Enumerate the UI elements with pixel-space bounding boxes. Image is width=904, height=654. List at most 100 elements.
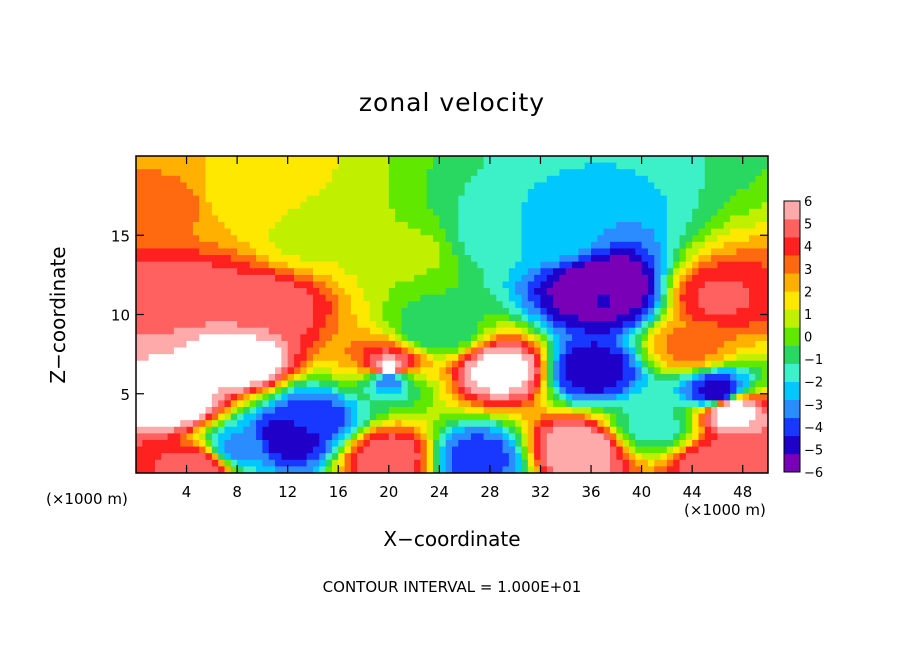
- heatmap-cell: [319, 228, 327, 236]
- heatmap-cell: [186, 426, 194, 434]
- heatmap-cell: [376, 347, 384, 355]
- heatmap-cell: [527, 406, 535, 415]
- heatmap-cell: [452, 182, 459, 190]
- heatmap-cell: [325, 340, 333, 349]
- heatmap-cell: [647, 340, 655, 349]
- heatmap-cell: [723, 413, 731, 421]
- heatmap-cell: [211, 367, 219, 375]
- heatmap-cell: [275, 354, 282, 362]
- heatmap-cell: [142, 222, 150, 230]
- heatmap-cell: [338, 162, 346, 170]
- heatmap-cell: [205, 301, 213, 309]
- heatmap-cell: [578, 301, 586, 309]
- heatmap-cell: [603, 406, 611, 415]
- heatmap-cell: [395, 175, 403, 184]
- heatmap-cell: [218, 393, 226, 401]
- heatmap-cell: [357, 466, 365, 473]
- heatmap-cell: [344, 327, 352, 335]
- heatmap-cell: [445, 307, 453, 316]
- heatmap-cell: [749, 360, 756, 368]
- heatmap-cell: [281, 175, 289, 184]
- heatmap-cell: [369, 261, 377, 269]
- heatmap-cell: [376, 327, 384, 335]
- heatmap-cell: [508, 400, 516, 408]
- heatmap-cell: [287, 235, 295, 243]
- heatmap-cell: [237, 373, 245, 382]
- heatmap-cell: [382, 347, 390, 355]
- heatmap-cell: [388, 195, 396, 203]
- heatmap-cell: [597, 274, 605, 283]
- heatmap-cell: [414, 367, 421, 375]
- heatmap-cell: [306, 202, 314, 210]
- heatmap-cell: [237, 162, 245, 170]
- heatmap-cell: [395, 327, 403, 335]
- heatmap-cell: [452, 195, 459, 203]
- heatmap-cell: [148, 420, 156, 428]
- heatmap-cell: [730, 288, 737, 296]
- heatmap-cell: [338, 307, 346, 316]
- heatmap-cell: [742, 241, 750, 250]
- heatmap-cell: [300, 446, 308, 454]
- heatmap-cell: [262, 393, 270, 401]
- heatmap-cell: [224, 208, 232, 217]
- heatmap-cell: [319, 354, 327, 362]
- heatmap-cell: [477, 400, 485, 408]
- heatmap-cell: [723, 241, 731, 250]
- heatmap-cell: [654, 406, 662, 415]
- heatmap-cell: [647, 268, 655, 276]
- heatmap-cell: [388, 307, 396, 316]
- heatmap-cell: [508, 439, 516, 448]
- heatmap-cell: [167, 228, 175, 236]
- heatmap-cell: [502, 400, 510, 408]
- colorbar-tick-label: 5: [804, 218, 812, 233]
- heatmap-cell: [717, 360, 725, 368]
- heatmap-cell: [553, 321, 561, 329]
- heatmap-cell: [192, 327, 200, 335]
- heatmap-cell: [559, 426, 567, 434]
- heatmap-cell: [603, 466, 611, 473]
- heatmap-cell: [350, 373, 358, 382]
- heatmap-cell: [420, 202, 428, 210]
- heatmap-cell: [565, 439, 573, 448]
- heatmap-cell: [338, 354, 346, 362]
- heatmap-cell: [610, 327, 617, 335]
- heatmap-cell: [749, 387, 756, 395]
- heatmap-cell: [395, 268, 403, 276]
- heatmap-cell: [508, 274, 516, 283]
- heatmap-cell: [717, 195, 725, 203]
- heatmap-cell: [730, 274, 737, 283]
- heatmap-cell: [218, 327, 226, 335]
- heatmap-cell: [711, 215, 719, 223]
- heatmap-cell: [363, 387, 371, 395]
- heatmap-cell: [521, 202, 529, 210]
- heatmap-cell: [452, 294, 459, 302]
- heatmap-cell: [256, 274, 263, 283]
- heatmap-cell: [534, 294, 542, 302]
- heatmap-cell: [275, 380, 282, 388]
- heatmap-cell: [136, 274, 143, 283]
- heatmap-cell: [458, 439, 466, 448]
- heatmap-cell: [502, 327, 510, 335]
- heatmap-cell: [496, 393, 504, 401]
- heatmap-cell: [224, 261, 232, 269]
- heatmap-cell: [192, 255, 200, 263]
- heatmap-cell: [559, 215, 567, 223]
- heatmap-cell: [483, 314, 491, 322]
- heatmap-cell: [616, 195, 624, 203]
- heatmap-cell: [717, 248, 725, 256]
- heatmap-cell: [502, 433, 510, 441]
- heatmap-cell: [749, 274, 756, 283]
- heatmap-cell: [186, 360, 194, 368]
- heatmap-cell: [211, 162, 219, 170]
- heatmap-cell: [148, 222, 156, 230]
- heatmap-cell: [325, 387, 333, 395]
- heatmap-cell: [496, 235, 504, 243]
- heatmap-cell: [161, 261, 169, 269]
- heatmap-cell: [167, 202, 175, 210]
- heatmap-cell: [603, 288, 611, 296]
- heatmap-cell: [445, 288, 453, 296]
- heatmap-cell: [205, 182, 213, 190]
- heatmap-cell: [685, 202, 693, 210]
- heatmap-cell: [470, 288, 478, 296]
- heatmap-cell: [603, 446, 611, 454]
